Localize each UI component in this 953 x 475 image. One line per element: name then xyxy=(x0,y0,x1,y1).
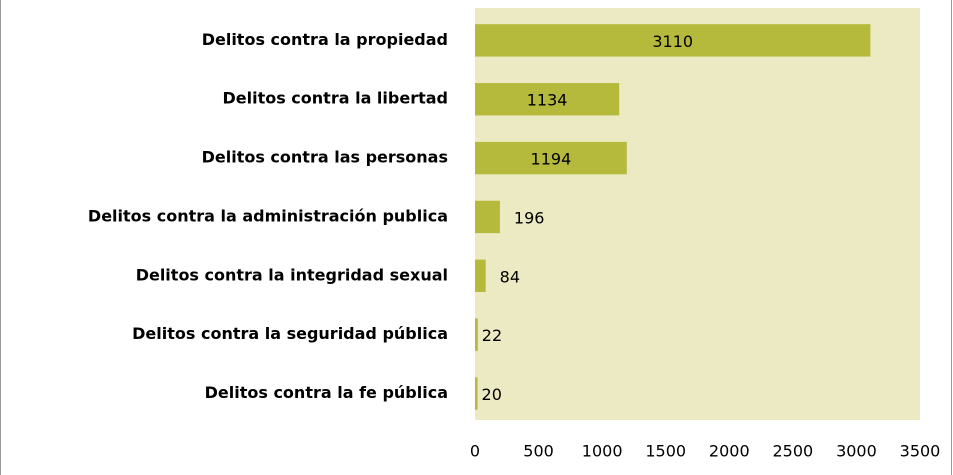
data-label: 20 xyxy=(482,385,502,404)
bar xyxy=(475,24,871,57)
y-tick-label: Delitos contra la propiedad xyxy=(202,30,448,49)
bar xyxy=(475,141,627,175)
bar xyxy=(475,200,500,234)
x-tick-label: 1000 xyxy=(582,442,623,461)
x-tick-label: 3000 xyxy=(836,442,877,461)
x-tick-label: 2000 xyxy=(709,442,750,461)
y-tick-label: Delitos contra la seguridad pública xyxy=(132,324,448,343)
y-tick-label: Delitos contra la integridad sexual xyxy=(136,265,448,284)
y-tick-label: Delitos contra la fe pública xyxy=(205,383,448,402)
y-tick-label: Delitos contra la libertad xyxy=(222,89,448,108)
plot-area xyxy=(475,8,920,420)
bar xyxy=(475,83,620,116)
data-label: 3110 xyxy=(652,32,693,51)
bar xyxy=(475,377,478,410)
x-tick-label: 0 xyxy=(470,442,480,461)
data-label: 22 xyxy=(482,326,502,345)
bar xyxy=(475,259,486,292)
y-tick-label: Delitos contra la administración publica xyxy=(88,206,448,225)
data-label: 1134 xyxy=(527,91,568,110)
x-tick-label: 2500 xyxy=(772,442,813,461)
data-label: 84 xyxy=(500,267,520,286)
x-tick-label: 1500 xyxy=(645,442,686,461)
y-tick-label: Delitos contra las personas xyxy=(202,148,448,167)
x-tick-label: 500 xyxy=(523,442,554,461)
data-label: 196 xyxy=(514,208,545,227)
data-label: 1194 xyxy=(531,150,572,169)
bar xyxy=(475,318,478,351)
x-tick-label: 3500 xyxy=(900,442,941,461)
